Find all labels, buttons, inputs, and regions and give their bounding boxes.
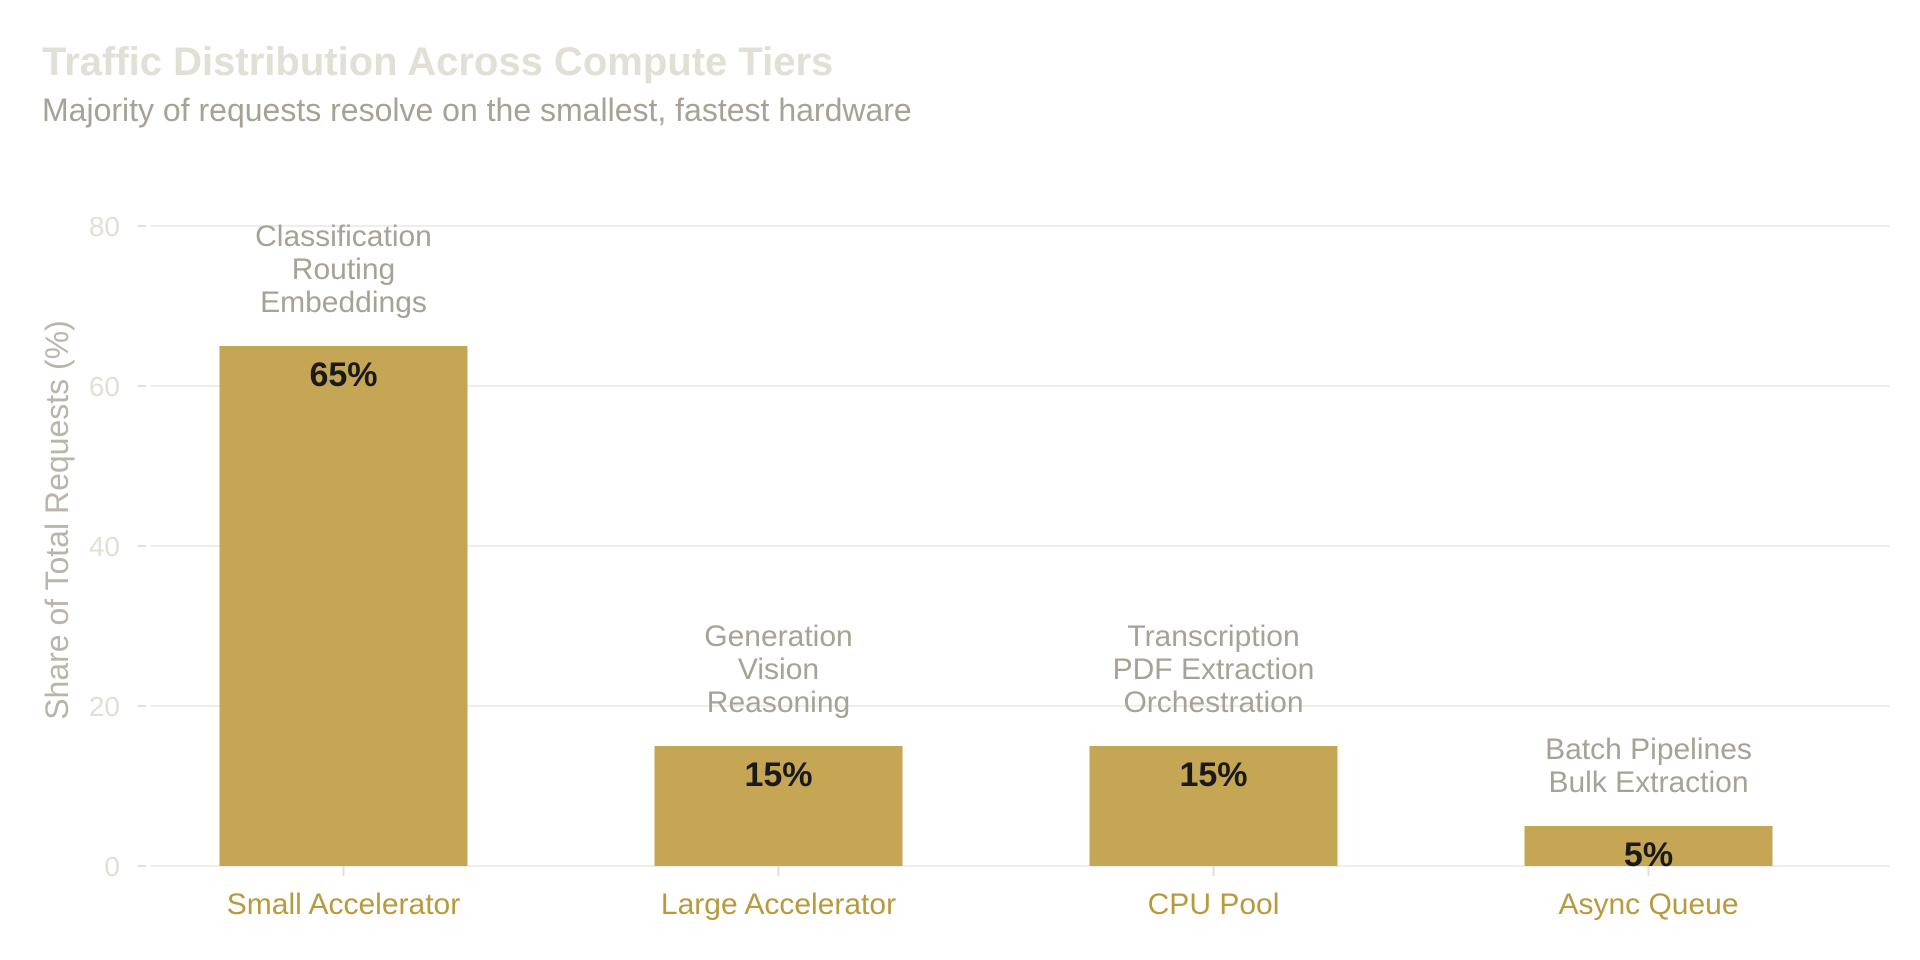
bar-annotation-line: Generation bbox=[704, 620, 852, 653]
y-axis-ticks: 0 20 40 60 80 bbox=[89, 211, 146, 882]
bar-value-label: 15% bbox=[1179, 756, 1247, 794]
bar-annotation-line: Transcription bbox=[1127, 620, 1299, 653]
bar bbox=[1524, 826, 1773, 866]
bar-annotation-line: Batch Pipelines bbox=[1545, 733, 1752, 766]
chart-title: Traffic Distribution Across Compute Tier… bbox=[42, 40, 834, 84]
bar-annotation-line: PDF Extraction bbox=[1113, 653, 1315, 686]
bar-annotation-line: Reasoning bbox=[707, 686, 850, 719]
x-tick-label: CPU Pool bbox=[1148, 888, 1280, 921]
y-tick-label: 60 bbox=[89, 371, 120, 402]
y-tick-label: 40 bbox=[89, 531, 120, 562]
bar-group: 15% Large Accelerator GenerationVisionReas… bbox=[654, 620, 903, 921]
bar-annotation-line: Routing bbox=[292, 253, 395, 286]
y-axis-label: Share of Total Requests (%) bbox=[39, 320, 75, 720]
bar-value-label: 15% bbox=[744, 756, 812, 794]
x-tick-label: Large Accelerator bbox=[661, 888, 896, 921]
bar-annotation-line: Vision bbox=[738, 653, 819, 686]
bar-group: 65% Small Accelerator ClassificationRoutin… bbox=[219, 220, 468, 921]
bars: 65% Small Accelerator ClassificationRoutin… bbox=[219, 220, 1773, 921]
y-tick-label: 20 bbox=[89, 691, 120, 722]
y-tick-label: 0 bbox=[104, 851, 120, 882]
chart-subtitle: Majority of requests resolve on the smal… bbox=[42, 92, 912, 128]
x-tick-label: Small Accelerator bbox=[227, 888, 460, 921]
bar-annotation-line: Orchestration bbox=[1123, 686, 1303, 719]
y-tick-label: 80 bbox=[89, 211, 120, 242]
bar bbox=[1089, 746, 1338, 866]
bar-value-label: 65% bbox=[309, 356, 377, 394]
x-tick-label: Async Queue bbox=[1558, 888, 1738, 921]
bar bbox=[654, 746, 903, 866]
bar-annotation-line: Embeddings bbox=[260, 286, 427, 319]
bar bbox=[219, 346, 468, 866]
bar-annotation-line: Bulk Extraction bbox=[1548, 766, 1748, 799]
bar-annotation-line: Classification bbox=[255, 220, 432, 253]
